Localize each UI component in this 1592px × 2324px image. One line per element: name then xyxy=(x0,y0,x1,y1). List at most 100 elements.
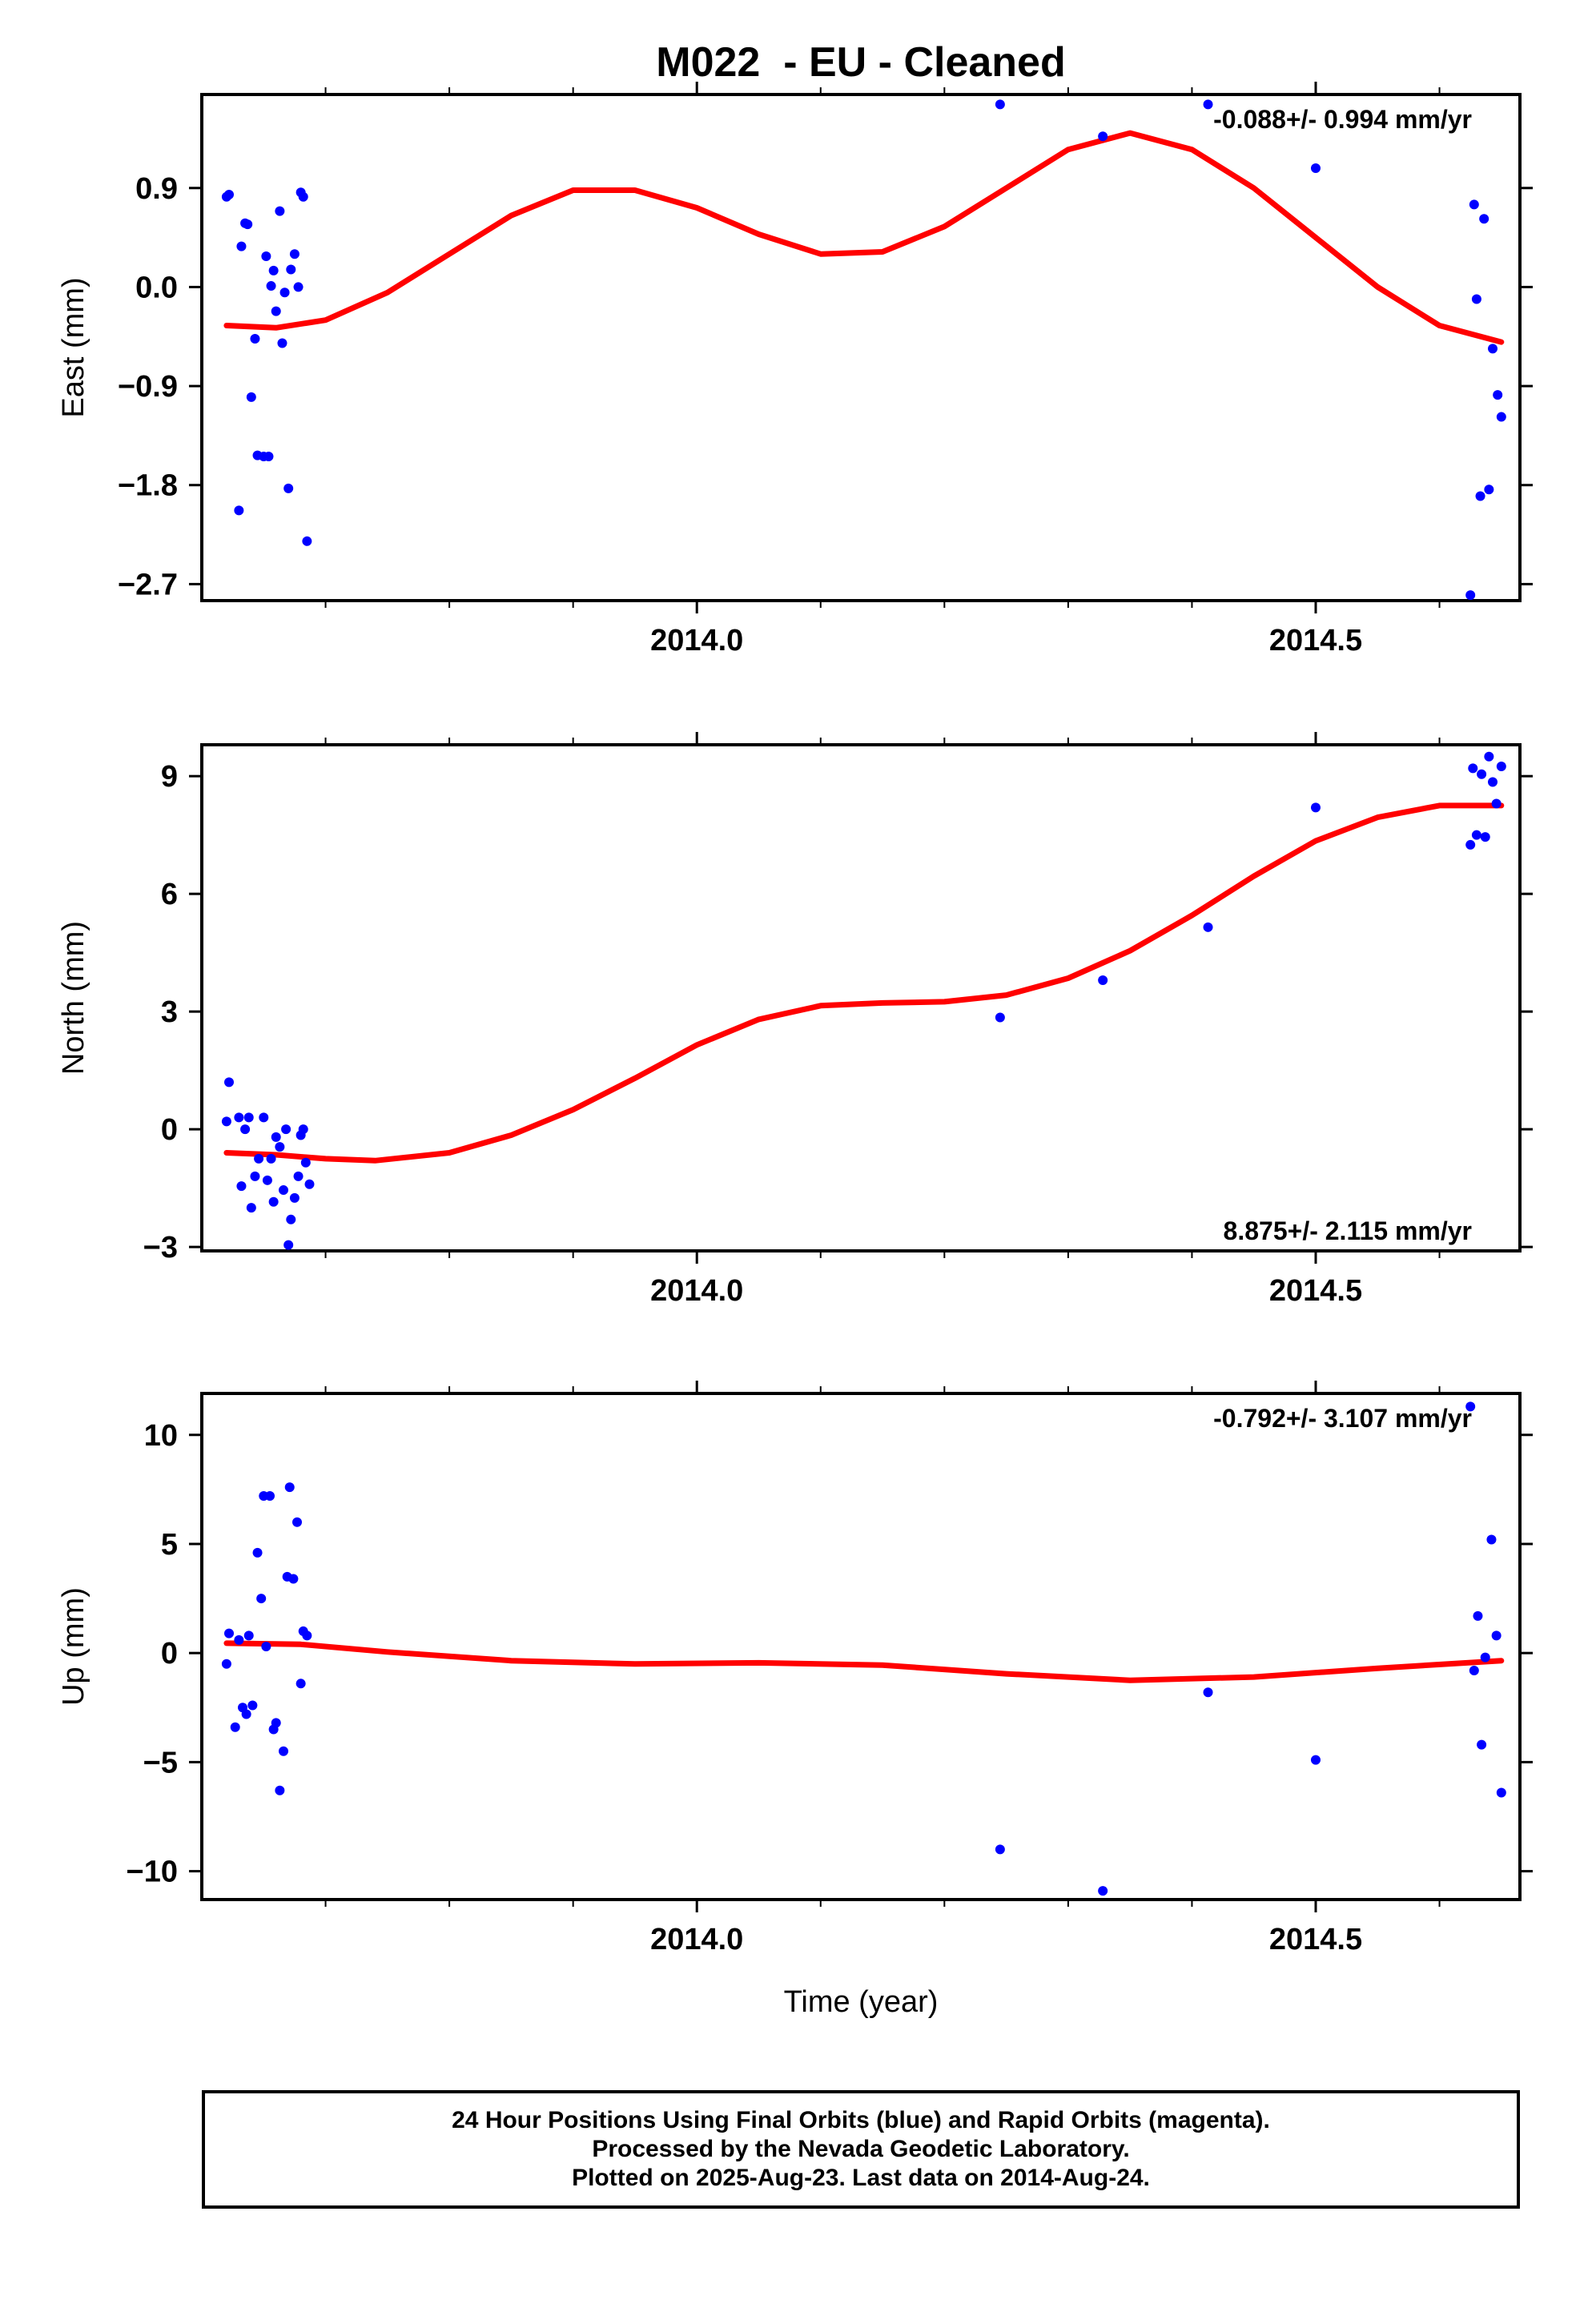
y-tick-label: 0 xyxy=(161,1113,178,1147)
x-tick-label: 2014.0 xyxy=(650,1274,743,1308)
data-point xyxy=(234,1634,244,1645)
data-point xyxy=(292,1517,303,1527)
data-point xyxy=(1469,1665,1479,1675)
data-point xyxy=(271,306,281,316)
data-point xyxy=(289,249,300,259)
panel-up: 2014.0 2014.5 −10 −5 0 5 10 Up (mm) -0.792+/- 3.… xyxy=(57,1381,1533,1956)
data-point xyxy=(279,1185,289,1196)
data-point xyxy=(286,1214,296,1224)
data-point xyxy=(266,281,276,292)
data-point xyxy=(284,1482,295,1493)
data-point xyxy=(1475,491,1485,501)
y-axis-title: East (mm) xyxy=(57,277,90,417)
data-point xyxy=(263,452,274,462)
data-point xyxy=(279,1746,289,1756)
data-point xyxy=(289,1192,300,1203)
data-point xyxy=(1480,832,1490,842)
data-point xyxy=(1487,344,1498,354)
y-tick-label: −3 xyxy=(143,1231,178,1265)
footer-line-1: 24 Hour Positions Using Final Orbits (bl… xyxy=(452,2107,1270,2133)
data-point xyxy=(241,1709,251,1719)
data-point xyxy=(1465,590,1476,601)
data-point xyxy=(1496,761,1506,771)
plot-frame xyxy=(200,93,1522,602)
data-point xyxy=(1477,769,1487,779)
footer-line-3: Plotted on 2025-Aug-23. Last data on 201… xyxy=(572,2165,1150,2191)
x-axis-title: Time (year) xyxy=(784,1985,939,2019)
data-point xyxy=(1491,1630,1502,1641)
data-point xyxy=(1471,294,1481,304)
data-point xyxy=(271,1132,281,1142)
rate-label: -0.088+/- 0.994 mm/yr xyxy=(1213,105,1472,134)
data-point xyxy=(266,1153,276,1164)
plot-frame xyxy=(200,743,1522,1252)
data-point xyxy=(1203,922,1213,932)
data-point xyxy=(995,99,1005,110)
data-point xyxy=(268,1196,279,1207)
fit-line xyxy=(223,1640,1505,1683)
data-point xyxy=(240,1124,251,1135)
data-point xyxy=(288,1574,299,1584)
data-point xyxy=(1310,1755,1321,1765)
data-point xyxy=(221,1116,231,1127)
x-tick-label: 2014.0 xyxy=(650,1923,743,1956)
data-point xyxy=(1496,412,1506,422)
data-point xyxy=(254,1153,264,1164)
y-tick-label: −0.9 xyxy=(118,370,178,404)
x-tick-label: 2014.0 xyxy=(650,624,743,657)
y-tick-label: −5 xyxy=(143,1746,178,1779)
data-point xyxy=(252,1547,263,1558)
data-point xyxy=(271,1718,281,1728)
data-point xyxy=(250,1171,260,1181)
data-point xyxy=(259,1112,269,1123)
plot-frame xyxy=(200,1392,1522,1901)
data-point xyxy=(277,338,287,348)
data-point xyxy=(268,265,279,275)
footer-box: 24 Hour Positions Using Final Orbits (bl… xyxy=(202,2090,1520,2209)
data-point xyxy=(1477,1739,1487,1750)
data-point xyxy=(275,1785,285,1795)
data-point xyxy=(265,1491,275,1502)
y-tick-label: 9 xyxy=(161,760,178,794)
data-point xyxy=(234,1112,244,1123)
panel-north: 2014.0 2014.5 −3 0 3 6 9 North (mm) 8.875+/- 2.1… xyxy=(57,732,1533,1308)
y-tick-label: 0.9 xyxy=(135,172,178,206)
x-tick-label: 2014.5 xyxy=(1269,1923,1362,1956)
y-tick-label: 3 xyxy=(161,995,178,1029)
rate-label: 8.875+/- 2.115 mm/yr xyxy=(1224,1216,1472,1245)
y-tick-label: 5 xyxy=(161,1528,178,1562)
data-point xyxy=(1468,763,1478,774)
data-point xyxy=(275,1142,285,1152)
footer-line-2: Processed by the Nevada Geodetic Laborat… xyxy=(592,2136,1130,2162)
x-tick-label: 2014.5 xyxy=(1269,624,1362,657)
rate-label: -0.792+/- 3.107 mm/yr xyxy=(1213,1404,1472,1433)
y-tick-label: −2.7 xyxy=(118,568,178,601)
data-point xyxy=(286,264,296,275)
data-point xyxy=(224,190,235,200)
data-point xyxy=(283,1240,294,1250)
data-point xyxy=(283,483,294,493)
data-point xyxy=(1496,1787,1506,1798)
y-tick-label: 0.0 xyxy=(135,271,178,304)
data-point xyxy=(298,191,308,202)
data-point xyxy=(304,1179,315,1189)
data-point xyxy=(1203,99,1213,110)
data-point xyxy=(261,1642,271,1651)
data-point xyxy=(1098,975,1108,985)
data-point xyxy=(1469,199,1479,210)
data-point xyxy=(302,536,312,546)
y-tick-label: −10 xyxy=(127,1856,178,1889)
data-point xyxy=(302,1630,312,1641)
data-point xyxy=(224,1628,235,1638)
data-point xyxy=(243,1630,254,1641)
fit-line xyxy=(223,802,1505,1164)
data-point xyxy=(293,282,304,292)
panels: 2014.0 2014.5 −2.7 −1.8 −0.9 0.0 0.9 East (mm) -… xyxy=(57,82,1533,1956)
data-point xyxy=(1484,485,1494,495)
data-point xyxy=(1465,1401,1476,1412)
fit-line xyxy=(223,130,1505,345)
data-point xyxy=(236,241,247,251)
data-point xyxy=(246,1203,256,1213)
figure-title: M022 - EU - Cleaned xyxy=(656,39,1065,86)
